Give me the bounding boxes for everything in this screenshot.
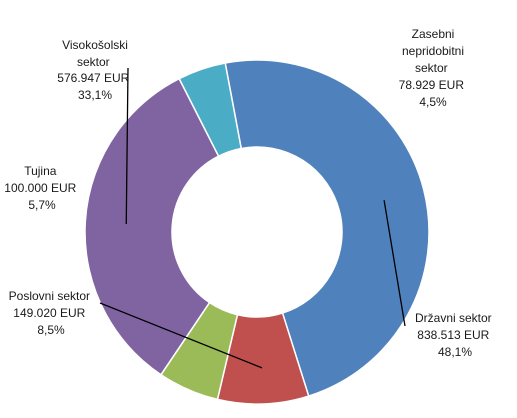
label-visokosolski-name-line2: sektor — [77, 55, 110, 69]
label-visokosolski-value: 576.947 EUR — [57, 71, 129, 85]
slice-visokosolski — [84, 77, 220, 376]
slice-drzavni — [224, 59, 430, 397]
label-visokosolski-percent: 33,1% — [78, 88, 112, 102]
leader-lines — [99, 67, 406, 369]
slices-layer — [84, 59, 430, 405]
label-zasebni-percent: 4,5% — [419, 95, 447, 109]
label-zasebni-value: 78.929 EUR — [399, 78, 465, 92]
label-zasebni-name-line2: nepridobitni — [402, 44, 464, 58]
label-poslovni: Poslovni sektor 149.020 EUR 8,5% — [9, 289, 94, 337]
label-poslovni-percent: 8,5% — [37, 323, 65, 337]
label-visokosolski: Visokošolski sektor 576.947 EUR 33,1% — [57, 38, 132, 102]
label-zasebni-name: Zasebni — [412, 27, 455, 41]
label-tujina-name: Tujina — [24, 164, 57, 178]
label-tujina-value: 100.000 EUR — [4, 181, 76, 195]
label-drzavni-value: 838.513 EUR — [417, 328, 489, 342]
leader-line-poslovni — [99, 302, 263, 369]
label-zasebni: Zasebni nepridobitni sektor 78.929 EUR 4,5… — [399, 27, 468, 109]
leader-line-drzavni — [383, 200, 406, 327]
label-zasebni-name-line3: sektor — [415, 61, 448, 75]
label-drzavni: Državni sektor 838.513 EUR 48,1% — [415, 311, 495, 359]
label-visokosolski-name: Visokošolski — [62, 38, 128, 52]
label-poslovni-value: 149.020 EUR — [13, 306, 85, 320]
label-drzavni-percent: 48,1% — [438, 345, 472, 359]
label-tujina-percent: 5,7% — [28, 198, 56, 212]
label-poslovni-name: Poslovni sektor — [9, 289, 90, 303]
label-tujina: Tujina 100.000 EUR 5,7% — [4, 164, 79, 212]
label-drzavni-name: Državni sektor — [415, 311, 492, 325]
leader-line-visokosolski — [125, 67, 129, 225]
